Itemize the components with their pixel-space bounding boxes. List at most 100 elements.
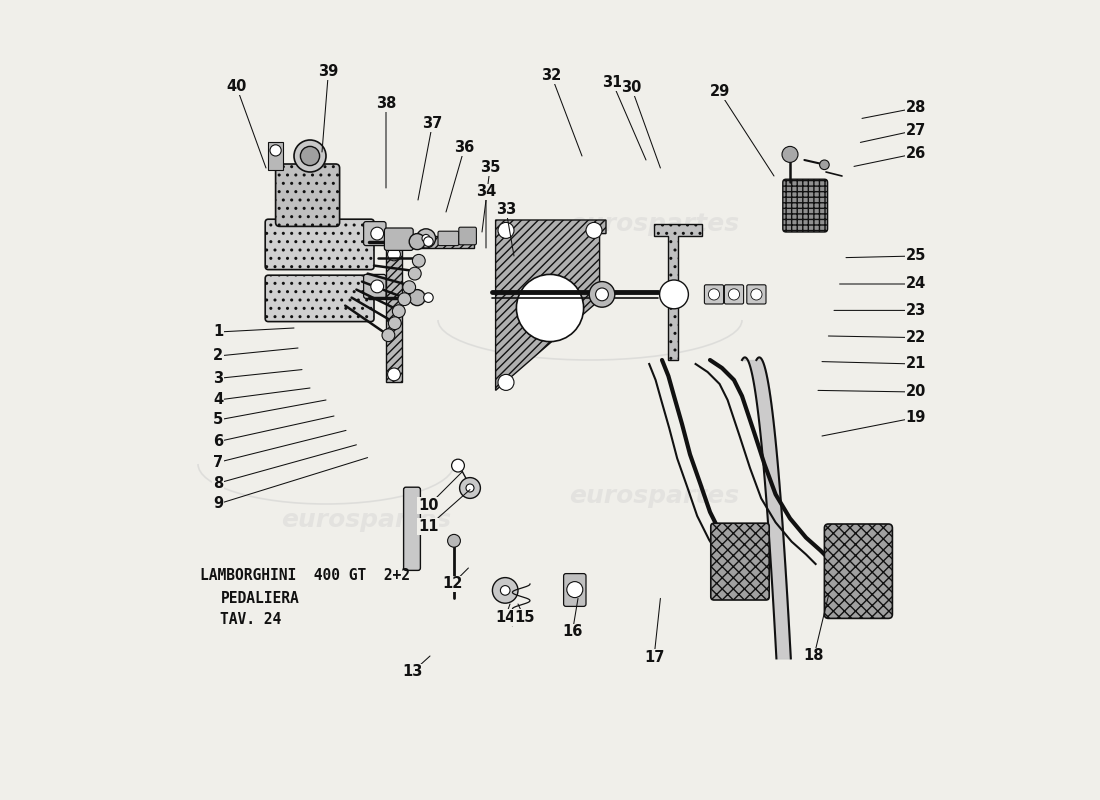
FancyBboxPatch shape	[824, 524, 892, 618]
Text: 14: 14	[495, 610, 516, 625]
Text: 40: 40	[227, 79, 246, 94]
Text: 31: 31	[602, 75, 623, 90]
Text: 5: 5	[213, 413, 223, 427]
FancyBboxPatch shape	[265, 219, 374, 270]
Circle shape	[728, 289, 739, 300]
Text: eurospartes: eurospartes	[280, 508, 451, 532]
Text: 15: 15	[514, 610, 535, 625]
Circle shape	[371, 227, 384, 240]
Text: 3: 3	[213, 371, 223, 386]
Circle shape	[300, 146, 320, 166]
Circle shape	[393, 305, 405, 318]
Text: 24: 24	[905, 277, 926, 291]
Text: 25: 25	[905, 249, 926, 263]
Circle shape	[460, 478, 481, 498]
Polygon shape	[496, 220, 606, 390]
Text: 2: 2	[213, 349, 223, 363]
Text: TAV. 24: TAV. 24	[220, 613, 282, 627]
Circle shape	[382, 329, 395, 342]
Circle shape	[388, 317, 401, 330]
Circle shape	[422, 234, 430, 242]
Circle shape	[387, 248, 400, 261]
Text: 22: 22	[905, 330, 926, 345]
FancyBboxPatch shape	[276, 164, 340, 226]
Text: LAMBORGHINI  400 GT  2+2: LAMBORGHINI 400 GT 2+2	[199, 569, 409, 583]
Circle shape	[408, 267, 421, 280]
Circle shape	[409, 290, 426, 306]
FancyBboxPatch shape	[747, 285, 766, 304]
Text: 21: 21	[905, 357, 926, 371]
Circle shape	[590, 282, 615, 307]
Circle shape	[371, 280, 384, 293]
Circle shape	[566, 582, 583, 598]
FancyBboxPatch shape	[438, 231, 459, 246]
Circle shape	[500, 586, 510, 595]
Text: 37: 37	[422, 117, 442, 131]
Text: 18: 18	[804, 649, 824, 663]
Text: 32: 32	[541, 69, 562, 83]
Circle shape	[493, 578, 518, 603]
Text: 23: 23	[905, 303, 926, 318]
Text: 20: 20	[905, 385, 926, 399]
Text: 29: 29	[710, 85, 729, 99]
Polygon shape	[386, 236, 474, 382]
FancyBboxPatch shape	[364, 274, 386, 298]
FancyBboxPatch shape	[364, 222, 386, 246]
Circle shape	[412, 254, 426, 267]
Text: 6: 6	[213, 434, 223, 449]
Text: 4: 4	[213, 393, 223, 407]
Text: eurospartes: eurospartes	[280, 228, 451, 252]
Text: 17: 17	[644, 650, 664, 665]
Text: 36: 36	[454, 141, 474, 155]
Text: 13: 13	[403, 665, 422, 679]
Circle shape	[466, 484, 474, 492]
Text: 19: 19	[905, 410, 926, 425]
Text: 9: 9	[213, 497, 223, 511]
FancyBboxPatch shape	[711, 523, 769, 600]
FancyBboxPatch shape	[563, 574, 586, 606]
Text: 8: 8	[213, 476, 223, 490]
Circle shape	[751, 289, 762, 300]
Circle shape	[595, 288, 608, 301]
Text: 10: 10	[418, 498, 439, 513]
Text: 33: 33	[496, 202, 516, 217]
FancyBboxPatch shape	[783, 179, 827, 232]
Text: PEDALIERA: PEDALIERA	[220, 591, 299, 606]
Text: 39: 39	[318, 65, 339, 79]
FancyBboxPatch shape	[384, 228, 414, 250]
FancyBboxPatch shape	[265, 275, 374, 322]
Circle shape	[424, 237, 433, 246]
FancyBboxPatch shape	[459, 227, 476, 245]
Circle shape	[448, 534, 461, 547]
Circle shape	[294, 140, 326, 172]
Circle shape	[516, 274, 584, 342]
Circle shape	[498, 374, 514, 390]
Circle shape	[586, 222, 602, 238]
FancyBboxPatch shape	[404, 487, 420, 570]
Text: 16: 16	[562, 625, 583, 639]
Circle shape	[409, 234, 426, 250]
Text: 7: 7	[213, 455, 223, 470]
Text: eurospartes: eurospartes	[569, 484, 739, 508]
Circle shape	[820, 160, 829, 170]
FancyBboxPatch shape	[725, 285, 744, 304]
Text: 38: 38	[376, 97, 396, 111]
Polygon shape	[654, 224, 702, 360]
Text: eurospartes: eurospartes	[569, 212, 739, 236]
Circle shape	[403, 281, 416, 294]
Circle shape	[498, 222, 514, 238]
Text: 11: 11	[418, 519, 439, 534]
Text: 28: 28	[905, 101, 926, 115]
Circle shape	[387, 368, 400, 381]
Text: 35: 35	[480, 161, 501, 175]
Circle shape	[417, 229, 436, 248]
Circle shape	[708, 289, 719, 300]
Text: 12: 12	[442, 577, 463, 591]
Circle shape	[398, 293, 410, 306]
Text: 30: 30	[621, 81, 641, 95]
Circle shape	[270, 145, 282, 156]
Circle shape	[452, 459, 464, 472]
Circle shape	[424, 293, 433, 302]
Circle shape	[782, 146, 797, 162]
FancyBboxPatch shape	[704, 285, 724, 304]
